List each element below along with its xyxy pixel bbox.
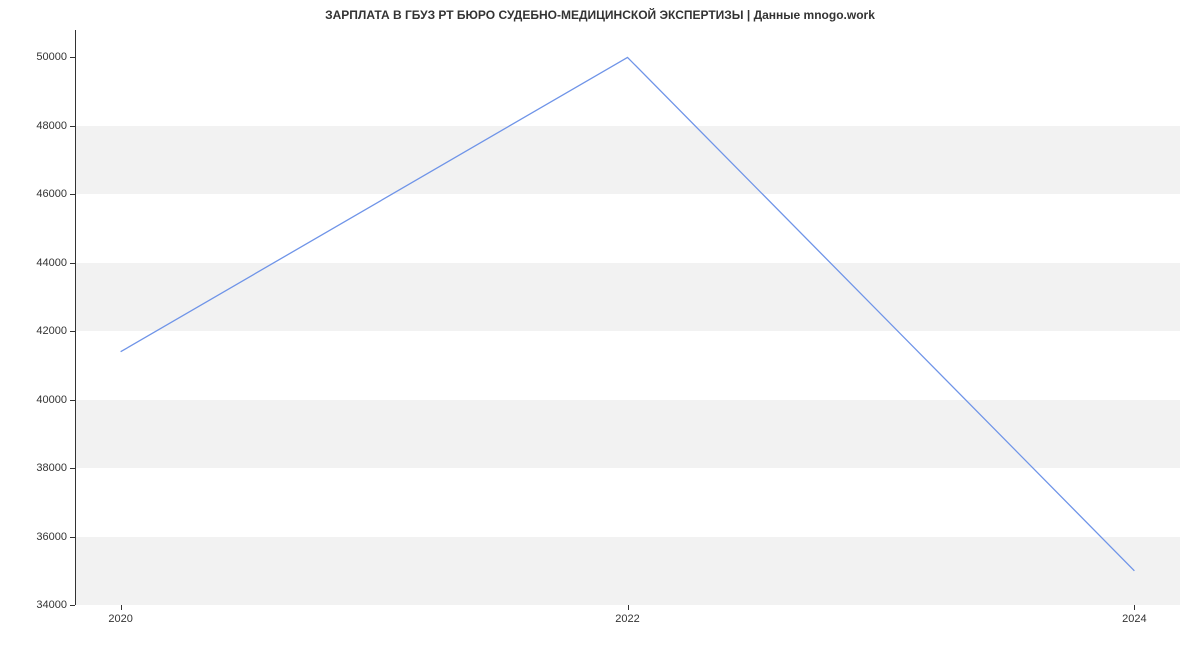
y-tick-mark <box>70 331 75 332</box>
y-tick-mark <box>70 57 75 58</box>
y-tick-label: 42000 <box>36 325 67 337</box>
y-tick-label: 40000 <box>36 394 67 406</box>
line-layer <box>75 30 1180 605</box>
x-tick-label: 2024 <box>1122 613 1146 625</box>
x-tick-mark <box>121 605 122 610</box>
y-tick-label: 34000 <box>36 599 67 611</box>
x-tick-mark <box>628 605 629 610</box>
y-tick-mark <box>70 126 75 127</box>
chart-title: ЗАРПЛАТА В ГБУЗ РТ БЮРО СУДЕБНО-МЕДИЦИНС… <box>0 8 1200 22</box>
plot-area: 3400036000380004000042000440004600048000… <box>75 30 1180 605</box>
x-tick-label: 2020 <box>108 613 132 625</box>
y-tick-label: 38000 <box>36 462 67 474</box>
y-tick-label: 50000 <box>36 51 67 63</box>
y-tick-label: 46000 <box>36 188 67 200</box>
line-chart: ЗАРПЛАТА В ГБУЗ РТ БЮРО СУДЕБНО-МЕДИЦИНС… <box>0 0 1200 650</box>
y-tick-mark <box>70 400 75 401</box>
y-tick-label: 48000 <box>36 120 67 132</box>
series-salary <box>121 57 1135 570</box>
x-tick-label: 2022 <box>615 613 639 625</box>
y-tick-mark <box>70 194 75 195</box>
y-tick-label: 44000 <box>36 257 67 269</box>
x-tick-mark <box>1134 605 1135 610</box>
y-tick-mark <box>70 263 75 264</box>
y-tick-label: 36000 <box>36 531 67 543</box>
y-tick-mark <box>70 468 75 469</box>
y-tick-mark <box>70 537 75 538</box>
y-tick-mark <box>70 605 75 606</box>
